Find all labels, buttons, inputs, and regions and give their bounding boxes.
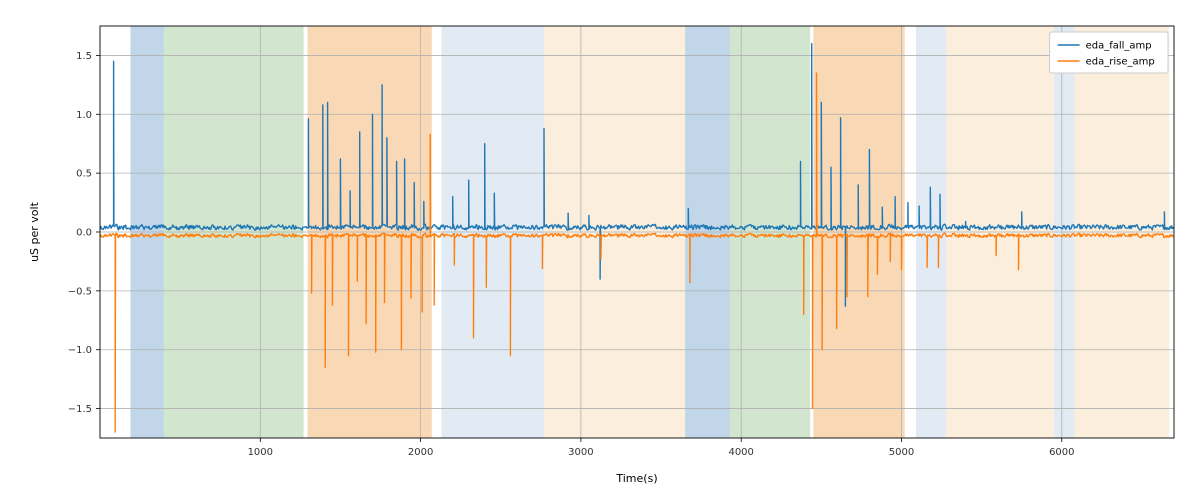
y-axis-label: uS per volt [28,201,41,262]
ytick-label: −1.5 [68,404,92,415]
ytick-label: 1.0 [76,110,92,121]
legend-label: eda_fall_amp [1086,41,1152,52]
xtick-label: 6000 [1049,447,1074,458]
ytick-label: 1.5 [76,51,92,62]
ytick-label: −1.0 [68,345,92,356]
legend-label: eda_rise_amp [1086,57,1155,68]
ytick-label: 0.5 [76,169,92,180]
xtick-label: 1000 [248,447,273,458]
xtick-label: 2000 [408,447,433,458]
ytick-label: 0.0 [76,228,92,239]
eda-chart-svg: 1000 2000 3000 4000 5000 6000 −1.5 −1.0 −0.5 0.0 0… [0,0,1200,500]
x-axis-label: Time(s) [615,472,657,485]
legend: eda_fall_amp eda_rise_amp [1050,32,1168,73]
xtick-label: 4000 [728,447,753,458]
xtick-label: 3000 [568,447,593,458]
ytick-label: −0.5 [68,286,92,297]
eda-chart-container: 1000 2000 3000 4000 5000 6000 −1.5 −1.0 −0.5 0.0 0… [0,0,1200,500]
xtick-label: 5000 [889,447,914,458]
